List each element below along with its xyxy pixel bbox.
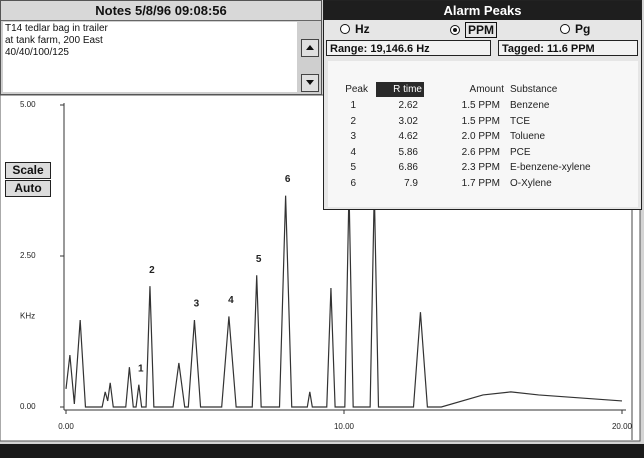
table-cell: 2.3 PPM — [461, 162, 500, 173]
chart-button[interactable]: Auto — [5, 180, 51, 197]
note-line: at tank farm, 200 East — [5, 35, 103, 46]
y-tick-label: 0.00 — [20, 402, 36, 411]
radio-dot — [560, 24, 570, 34]
table-cell: 3.02 — [398, 115, 418, 127]
down-arrow — [306, 80, 314, 85]
peak-label: 1 — [138, 363, 144, 374]
y-axis-label: KHz — [20, 312, 35, 321]
unit-radios: Hz PPM Pg — [340, 22, 630, 38]
column-header: Amount — [469, 84, 504, 95]
notes-panel: Notes 5/8/96 09:08:56 T14 tedlar bag in … — [0, 0, 322, 95]
table-cell: 7.9 — [404, 177, 418, 189]
peak-label: 5 — [256, 254, 262, 265]
note-line: 40/40/100/125 — [5, 47, 69, 58]
table-cell: O-Xylene — [510, 177, 552, 189]
notes-title: Notes 5/8/96 09:08:56 — [1, 1, 321, 21]
x-tick-label: 0.00 — [58, 422, 74, 431]
x-tick-label: 10.00 — [334, 422, 355, 431]
column-header: Substance — [510, 84, 558, 95]
table-cell: 2.62 — [398, 100, 418, 111]
radio-dot — [450, 25, 460, 35]
column-header: Peak — [345, 84, 368, 95]
peak-label: 6 — [285, 174, 291, 185]
peak-label: 3 — [194, 299, 200, 310]
scroll-down[interactable] — [301, 74, 319, 92]
table-cell: 1.5 PPM — [461, 115, 500, 127]
table-cell: E-benzene-xylene — [510, 162, 591, 173]
table-cell: 6.86 — [398, 162, 418, 173]
table-cell: 4.62 — [398, 131, 418, 142]
table-cell: 5.86 — [398, 146, 418, 158]
table-cell: 6 — [350, 177, 356, 189]
radio-dot — [340, 24, 350, 34]
column-header: R time — [376, 82, 424, 97]
unit-radio[interactable]: Pg — [560, 22, 590, 36]
radio-label: Pg — [575, 22, 591, 36]
chromatogram-trace — [65, 189, 623, 408]
notes-text[interactable]: T14 tedlar bag in trailer at tank farm, 2… — [3, 22, 297, 92]
table-cell: 3 — [350, 131, 356, 142]
alarm-peaks-panel: Alarm Peaks Hz PPM Pg Range: 19,146.6 Hz T… — [323, 0, 642, 210]
unit-radio[interactable]: PPM — [450, 22, 498, 38]
radio-label: Hz — [355, 22, 370, 36]
table-cell: 2.0 PPM — [461, 131, 500, 142]
range-box: Range: 19,146.6 Hz — [326, 40, 491, 56]
chart-button[interactable]: Scale — [5, 162, 51, 179]
table-cell: PCE — [510, 146, 531, 158]
window-bottom-edge — [0, 444, 644, 458]
peak-label: 4 — [228, 295, 234, 306]
table-cell: 2.6 PPM — [461, 146, 500, 158]
y-tick-label: 5.00 — [20, 100, 36, 109]
scroll-up[interactable] — [301, 39, 319, 57]
table-cell: 1.7 PPM — [461, 177, 500, 189]
table-cell: TCE — [510, 115, 530, 127]
alarm-title: Alarm Peaks — [324, 1, 641, 20]
radio-label: PPM — [465, 22, 498, 38]
peak-label: 2 — [149, 265, 155, 276]
unit-radio[interactable]: Hz — [340, 22, 370, 36]
table-cell: 5 — [350, 162, 356, 173]
table-cell: 2 — [350, 115, 356, 127]
x-tick-label: 20.00 — [612, 422, 633, 431]
table-cell: 1 — [350, 100, 356, 111]
table-cell: 4 — [350, 146, 356, 158]
table-cell: Benzene — [510, 100, 550, 111]
up-arrow — [306, 45, 314, 50]
tagged-box: Tagged: 11.6 PPM — [498, 40, 638, 56]
table-cell: Toluene — [510, 131, 546, 142]
note-line: T14 tedlar bag in trailer — [5, 23, 108, 34]
peak-table: Peak R time Amount Substance 1 2.62 1.5 PPM Ben… — [328, 61, 638, 207]
y-tick-label: 2.50 — [20, 251, 36, 260]
table-cell: 1.5 PPM — [461, 100, 500, 111]
